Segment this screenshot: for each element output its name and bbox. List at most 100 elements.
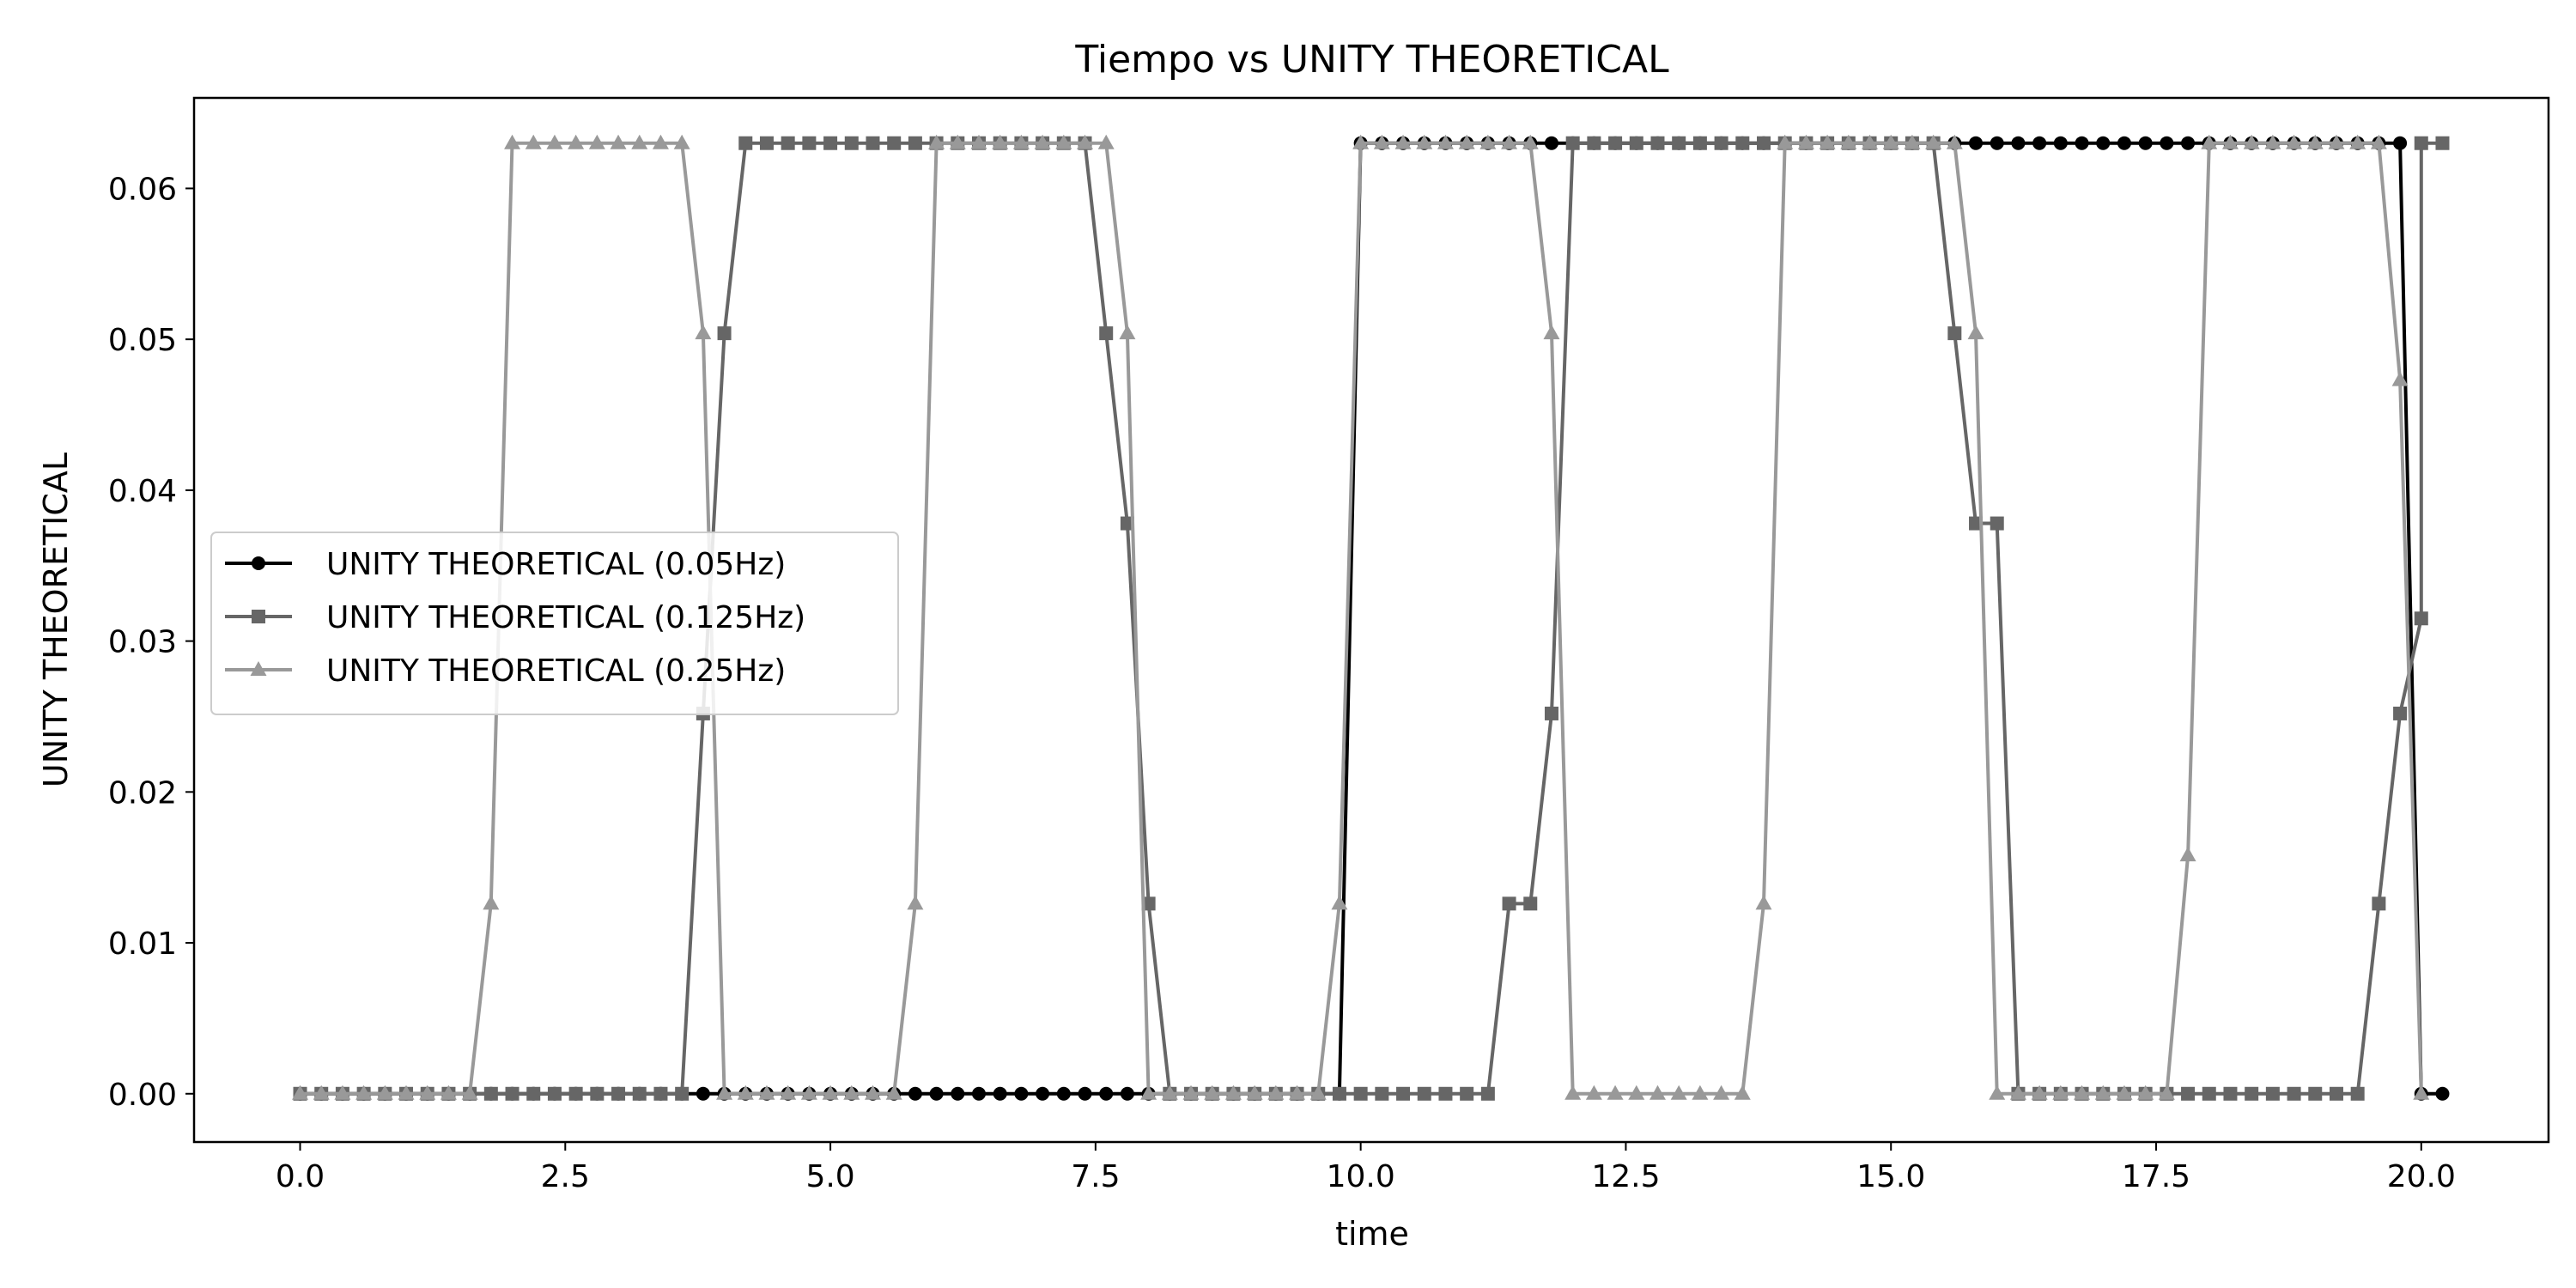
x-axis-label: time [1335,1215,1409,1253]
series-3-point [376,1084,393,1100]
y-tick-label: 0.03 [108,625,177,660]
series-2-point [1438,1086,1453,1101]
series-3-point [398,1084,415,1100]
series-2-point [1332,1086,1346,1101]
series-2-point [866,136,880,150]
series-2-point [1629,136,1643,150]
series-3-point [610,134,627,149]
series-3-point [2094,1084,2111,1100]
legend-marker-2 [252,610,265,623]
y-tick-label: 0.02 [108,775,177,811]
series-2-point [526,1086,541,1101]
series-2-point [2245,1086,2259,1101]
series-2-point [1523,896,1538,911]
series-3-point [568,134,585,149]
series-3-point [1373,134,1390,149]
series-3-point [2349,134,2366,149]
series-3-point [313,1084,330,1100]
series-3-point [461,1084,478,1100]
series-3-point [780,1084,797,1100]
series-2-point [908,136,922,150]
series-3-point [1224,1084,1242,1100]
series-2-point [568,1086,583,1101]
series-3-point [546,134,563,149]
series-3 [292,134,2430,1100]
series-3-point [1246,1084,1263,1100]
series-3-point [1416,134,1433,149]
series-3-point [2009,1084,2026,1100]
series-2-point [1353,1086,1368,1101]
series-2-point [1587,136,1601,150]
series-1-point [2075,136,2089,150]
series-3-point [1819,134,1836,149]
series-3-point [800,1084,817,1100]
series-3-point [2201,134,2218,149]
series-3-point [1967,325,1984,340]
series-2-point [844,136,859,150]
series-3-point [1755,895,1772,910]
series-2-point [1565,136,1580,150]
series-3-point [695,325,712,340]
series-3-point [1352,134,1370,149]
chart-title: Tiempo vs UNITY THEORETICAL [1074,38,1669,82]
series-3-point [1649,1084,1666,1100]
series-2-point [1417,1086,1431,1101]
series-3-point [1543,325,1560,340]
series-3-point [2158,1084,2175,1100]
series-2-point [1375,1086,1389,1101]
series-2-point [2435,136,2450,150]
x-tick-label: 20.0 [2387,1159,2456,1194]
x-tick-label: 5.0 [805,1159,854,1194]
series-3-point [292,1084,309,1100]
series-2-point [1120,516,1134,531]
series-2-point [483,1086,498,1101]
series-1-point [2181,136,2196,150]
series-2-point [1692,136,1707,150]
y-tick-label: 0.00 [108,1078,177,1113]
series-3-point [737,1084,754,1100]
series-2-point [547,1086,562,1101]
series-2-point [823,136,838,150]
series-3-point [2306,134,2324,149]
legend-box [210,532,899,715]
series-1-point [1078,1086,1092,1101]
series-3-point [907,895,924,910]
series-2-point [1544,706,1558,720]
series-3-point [1437,134,1454,149]
y-tick-label: 0.04 [108,474,177,509]
series-3-point [588,134,605,149]
series-3-point [1628,1084,1645,1100]
series-2-point [1947,326,1962,341]
x-axis: 0.0 2.5 5.0 7.5 10.0 12.5 15.0 17.5 20.0 [276,1142,2456,1194]
series-3-point [1119,325,1136,340]
series-3-point [1034,134,1051,149]
series-2-point [2181,1086,2196,1101]
x-tick-label: 12.5 [1591,1159,1660,1194]
series-2-point [738,136,753,150]
series-3-point [1097,134,1115,149]
series-3-point [1777,134,1794,149]
y-tick-label: 0.01 [108,927,177,962]
series-3-point [2243,134,2260,149]
series-3-point [525,134,542,149]
series-3-point [2074,1084,2091,1100]
series-2-point [1608,136,1623,150]
series-3-point [504,134,521,149]
series-2-point [1396,1086,1411,1101]
series-1-point [2032,136,2047,150]
series-3-point [716,1084,733,1100]
series-3-point [1012,134,1030,149]
series-2-point [802,136,817,150]
series-3-point [1734,1084,1751,1100]
series-2-point [2287,1086,2301,1101]
series-3-point [1182,1084,1200,1100]
series-3-point [1331,895,1348,910]
series-3-point [1140,1084,1157,1100]
series-3-point [1713,1084,1730,1100]
series-3-point [1564,1084,1582,1100]
series-2-point [1099,326,1114,341]
series-2-point [1714,136,1728,150]
series-3-point [864,1084,881,1100]
series-2-point [675,1086,690,1101]
series-2-point [1460,1086,1474,1101]
